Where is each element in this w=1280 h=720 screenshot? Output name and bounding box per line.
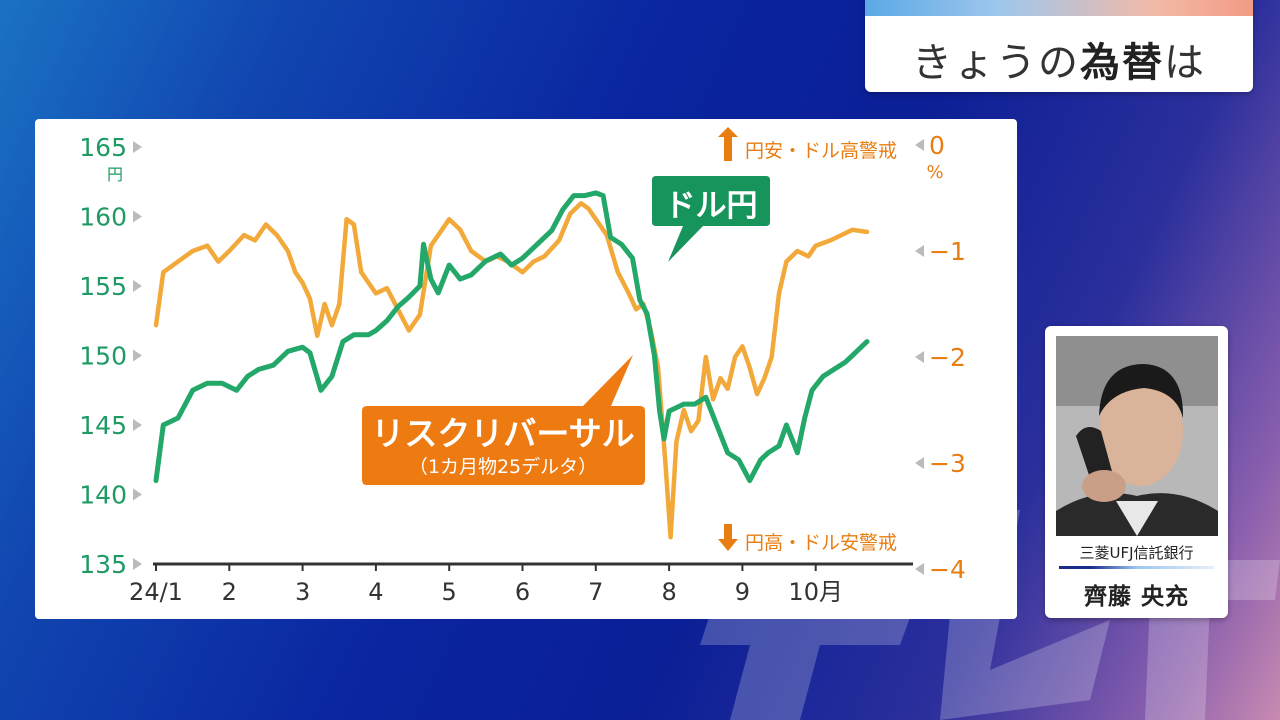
y-right-tick-arrow bbox=[915, 139, 924, 151]
down-arrow-icon bbox=[718, 524, 738, 551]
usdjpy-callout-box bbox=[652, 176, 770, 262]
commentator-affiliation: 三菱UFJ信託銀行 bbox=[1079, 544, 1194, 562]
risk-reversal-line bbox=[153, 201, 870, 540]
y-left-tick-arrow bbox=[133, 280, 142, 292]
y-right-tick-arrow bbox=[915, 563, 924, 575]
page-title: きょうの為替は bbox=[912, 40, 1206, 86]
y-left-unit: 円 bbox=[107, 165, 123, 184]
commentator-name: 齊藤 央充 bbox=[1083, 584, 1189, 610]
commentator-photo bbox=[1056, 336, 1218, 536]
chart-panel: 24/1 2 3 4 5 6 7 8 9 10月 165 160 155 150 145 140 135 円 0 −1… bbox=[35, 119, 1017, 619]
x-tick-label: 9 bbox=[735, 578, 750, 606]
y-right-tick-label: −2 bbox=[929, 343, 966, 372]
affiliation-divider bbox=[1059, 566, 1214, 569]
y-left-tick-arrow bbox=[133, 419, 142, 431]
chart-svg: 24/1 2 3 4 5 6 7 8 9 10月 165 160 155 150 145 140 135 円 0 −1… bbox=[79, 127, 966, 606]
x-tick-label: 5 bbox=[442, 578, 457, 606]
x-tick-label: 3 bbox=[295, 578, 310, 606]
y-left-tick-arrow bbox=[133, 141, 142, 153]
risk-reversal-callout-sub: （1カ月物25デルタ） bbox=[409, 456, 597, 478]
y-right-tick-arrow bbox=[915, 457, 924, 469]
usdjpy-line bbox=[153, 190, 870, 484]
y-left-tick-label: 165 bbox=[79, 133, 127, 162]
x-tick-label: 24/1 bbox=[129, 578, 183, 606]
y-right-tick-label: −1 bbox=[929, 237, 966, 266]
risk-reversal-callout-label: リスクリバーサル bbox=[371, 414, 634, 453]
usdjpy-callout-label: ドル円 bbox=[665, 188, 758, 224]
y-left-tick-arrow bbox=[133, 558, 142, 570]
annotation-top: 円安・ドル高警戒 bbox=[745, 140, 897, 162]
up-arrow-icon bbox=[718, 127, 738, 161]
title-box: きょうの為替は bbox=[865, 0, 1253, 92]
y-left-tick-label: 150 bbox=[79, 342, 127, 371]
x-tick-label: 7 bbox=[588, 578, 603, 606]
risk-reversal-callout-box bbox=[362, 355, 645, 485]
y-left-tick-label: 155 bbox=[79, 272, 127, 301]
y-left-tick-arrow bbox=[133, 488, 142, 501]
y-right-tick-arrow bbox=[915, 245, 924, 257]
y-left-tick-label: 135 bbox=[79, 550, 127, 579]
y-left-tick-label: 160 bbox=[79, 203, 127, 232]
y-left-tick-label: 140 bbox=[79, 481, 127, 510]
y-right-tick-label: −3 bbox=[929, 449, 966, 478]
annotation-bottom: 円高・ドル安警戒 bbox=[745, 532, 897, 554]
y-right-tick-arrow bbox=[915, 351, 924, 363]
x-tick-label: 8 bbox=[661, 578, 676, 606]
y-left-tick-label: 145 bbox=[79, 411, 127, 440]
title-accent-bar bbox=[865, 0, 1253, 16]
x-tick-label: 6 bbox=[515, 578, 530, 606]
x-tick-label: 2 bbox=[222, 578, 237, 606]
y-left-tick-arrow bbox=[133, 210, 142, 223]
commentator-card: 三菱UFJ信託銀行 齊藤 央充 bbox=[1045, 326, 1228, 618]
y-right-unit: % bbox=[926, 162, 943, 183]
y-right-tick-label: −4 bbox=[929, 555, 966, 584]
x-tick-label: 4 bbox=[368, 578, 383, 606]
y-left-tick-arrow bbox=[133, 349, 142, 362]
y-right-tick-label: 0 bbox=[929, 131, 945, 160]
x-tick-label: 10月 bbox=[788, 578, 843, 606]
